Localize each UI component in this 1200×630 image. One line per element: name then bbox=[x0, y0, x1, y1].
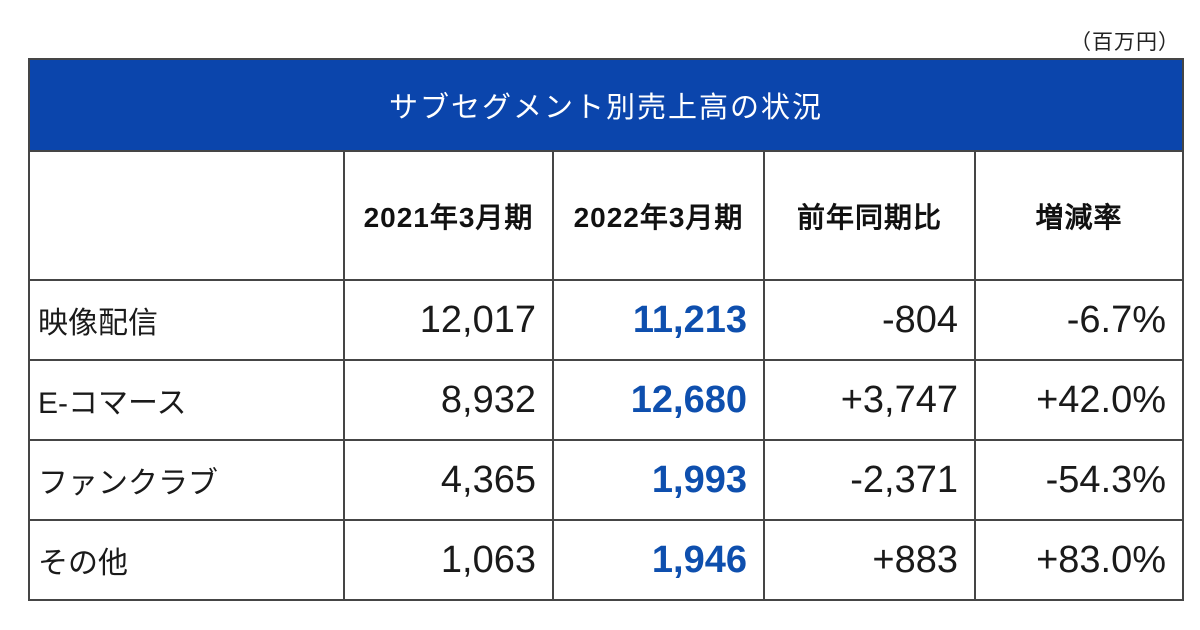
yoy-pct-value: -6.7% bbox=[973, 279, 1185, 361]
table-row: 映像配信 12,017 11,213 -804 -6.7% bbox=[28, 279, 1185, 361]
fy2022-value: 12,680 bbox=[552, 359, 765, 441]
col-header-blank bbox=[28, 150, 345, 281]
fy2022-value: 11,213 bbox=[552, 279, 765, 361]
header-row: 2021年3月期 2022年3月期 前年同期比 増減率 bbox=[28, 150, 1185, 281]
fy2021-value: 12,017 bbox=[343, 279, 554, 361]
row-label: その他 bbox=[28, 519, 345, 601]
unit-label: （百万円） bbox=[1070, 31, 1180, 54]
row-label: 映像配信 bbox=[28, 279, 345, 361]
fy2021-value: 8,932 bbox=[343, 359, 554, 441]
table-row: E-コマース 8,932 12,680 +3,747 +42.0% bbox=[28, 359, 1185, 441]
yoy-diff-value: -804 bbox=[763, 279, 976, 361]
table-title: サブセグメント別売上高の状況 bbox=[27, 58, 1185, 152]
yoy-diff-value: -2,371 bbox=[763, 439, 976, 521]
yoy-pct-value: -54.3% bbox=[973, 439, 1185, 521]
fy2022-value: 1,946 bbox=[552, 519, 765, 601]
yoy-diff-value: +883 bbox=[763, 519, 976, 601]
table-row: ファンクラブ 4,365 1,993 -2,371 -54.3% bbox=[28, 439, 1185, 521]
yoy-pct-value: +83.0% bbox=[973, 519, 1185, 601]
table-row: その他 1,063 1,946 +883 +83.0% bbox=[28, 519, 1185, 601]
row-label: ファンクラブ bbox=[28, 439, 345, 521]
col-header-fy2022: 2022年3月期 bbox=[552, 150, 765, 281]
fy2022-value: 1,993 bbox=[552, 439, 765, 521]
row-label: E-コマース bbox=[28, 359, 345, 441]
col-header-yoy-diff: 前年同期比 bbox=[763, 150, 976, 281]
fy2021-value: 1,063 bbox=[343, 519, 554, 601]
fy2021-value: 4,365 bbox=[343, 439, 554, 521]
sales-table: サブセグメント別売上高の状況 2021年3月期 2022年3月期 前年同期比 増… bbox=[27, 58, 1185, 601]
col-header-fy2021: 2021年3月期 bbox=[343, 150, 554, 281]
col-header-yoy-pct: 増減率 bbox=[973, 150, 1185, 281]
sales-table-container: サブセグメント別売上高の状況 2021年3月期 2022年3月期 前年同期比 増… bbox=[27, 58, 1185, 601]
title-row: サブセグメント別売上高の状況 bbox=[27, 58, 1185, 152]
yoy-diff-value: +3,747 bbox=[763, 359, 976, 441]
yoy-pct-value: +42.0% bbox=[973, 359, 1185, 441]
